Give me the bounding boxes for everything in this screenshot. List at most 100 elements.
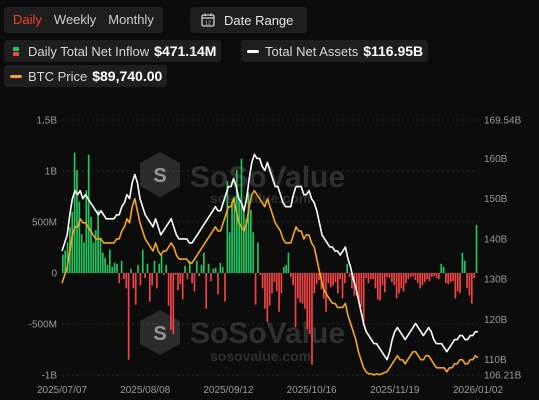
- inflow-bar[interactable]: [101, 252, 104, 273]
- total-net-assets-line[interactable]: [61, 153, 479, 361]
- inflow-bar[interactable]: [344, 273, 346, 284]
- inflow-bar[interactable]: [217, 273, 219, 295]
- inflow-bar[interactable]: [456, 273, 459, 292]
- inflow-bar[interactable]: [186, 273, 189, 280]
- inflow-bar[interactable]: [240, 158, 243, 273]
- inflow-bar[interactable]: [238, 199, 240, 273]
- inflow-bar[interactable]: [423, 273, 426, 283]
- inflow-bar[interactable]: [203, 252, 205, 273]
- inflow-bar[interactable]: [139, 273, 142, 286]
- inflow-bar[interactable]: [285, 264, 287, 273]
- inflow-bar[interactable]: [428, 273, 431, 282]
- inflow-bar[interactable]: [219, 262, 222, 273]
- inflow-bar[interactable]: [148, 273, 151, 302]
- inflow-bar[interactable]: [278, 273, 280, 312]
- inflow-bar[interactable]: [205, 273, 208, 309]
- inflow-bar[interactable]: [188, 260, 191, 273]
- inflow-bar[interactable]: [191, 273, 193, 284]
- inflow-bar[interactable]: [318, 273, 320, 281]
- inflow-bar[interactable]: [468, 273, 471, 296]
- inflow-bar[interactable]: [111, 266, 114, 273]
- inflow-bar[interactable]: [416, 273, 419, 284]
- inflow-bar[interactable]: [259, 273, 262, 276]
- inflow-bar[interactable]: [76, 169, 78, 273]
- inflow-bar[interactable]: [346, 263, 349, 273]
- inflow-bar[interactable]: [271, 273, 273, 294]
- inflow-bar[interactable]: [438, 273, 440, 280]
- inflow-bar[interactable]: [301, 273, 304, 304]
- inflow-bar[interactable]: [405, 273, 407, 284]
- inflow-bar[interactable]: [172, 273, 175, 335]
- inflow-bar[interactable]: [97, 209, 99, 273]
- inflow-bar[interactable]: [87, 154, 90, 273]
- inflow-bar[interactable]: [224, 273, 226, 302]
- inflow-bar[interactable]: [233, 196, 236, 274]
- inflow-bar[interactable]: [94, 230, 97, 273]
- inflow-bar[interactable]: [355, 273, 358, 297]
- inflow-bar[interactable]: [386, 273, 389, 278]
- inflow-bar[interactable]: [388, 273, 391, 279]
- inflow-bar[interactable]: [398, 273, 400, 294]
- inflow-bar[interactable]: [207, 263, 210, 273]
- inflow-bar[interactable]: [125, 273, 128, 289]
- inflow-bar[interactable]: [193, 273, 196, 292]
- inflow-bar[interactable]: [383, 273, 386, 293]
- inflow-bar[interactable]: [221, 266, 224, 273]
- inflow-bar[interactable]: [247, 192, 250, 273]
- inflow-bar[interactable]: [177, 273, 179, 291]
- inflow-bar[interactable]: [292, 273, 295, 286]
- inflow-bar[interactable]: [268, 273, 271, 306]
- inflow-bar[interactable]: [181, 273, 184, 300]
- inflow-bar[interactable]: [369, 273, 372, 280]
- inflow-bar[interactable]: [449, 273, 452, 283]
- inflow-bar[interactable]: [348, 273, 351, 278]
- inflow-bar[interactable]: [109, 249, 111, 273]
- inflow-bar[interactable]: [123, 273, 125, 280]
- inflow-bar[interactable]: [299, 273, 302, 303]
- inflow-bar[interactable]: [73, 152, 76, 273]
- inflow-bar[interactable]: [160, 254, 163, 273]
- inflow-bar[interactable]: [170, 273, 172, 331]
- inflow-bar[interactable]: [454, 273, 457, 299]
- inflow-bar[interactable]: [360, 273, 363, 307]
- legend-price[interactable]: BTC Price $89,740.00: [4, 65, 168, 87]
- inflow-bar[interactable]: [163, 273, 165, 276]
- inflow-bar[interactable]: [452, 273, 454, 282]
- inflow-bar[interactable]: [80, 234, 83, 273]
- inflow-bar[interactable]: [83, 242, 85, 273]
- inflow-bar[interactable]: [214, 267, 217, 273]
- inflow-bar[interactable]: [339, 273, 342, 280]
- inflow-bar[interactable]: [179, 273, 182, 285]
- inflow-bar[interactable]: [421, 273, 424, 286]
- inflow-bar[interactable]: [261, 273, 264, 289]
- inflow-bar[interactable]: [153, 260, 156, 273]
- inflow-bar[interactable]: [156, 273, 158, 289]
- inflow-bar[interactable]: [376, 273, 379, 300]
- inflow-bar[interactable]: [64, 250, 67, 273]
- inflow-bar[interactable]: [440, 263, 443, 273]
- inflow-bar[interactable]: [113, 262, 116, 273]
- inflow-bar[interactable]: [322, 273, 325, 299]
- inflow-bar[interactable]: [257, 242, 259, 273]
- inflow-bar[interactable]: [282, 266, 285, 273]
- inflow-bar[interactable]: [414, 273, 417, 281]
- inflow-bar[interactable]: [435, 273, 438, 279]
- inflow-bar[interactable]: [151, 273, 153, 286]
- inflow-bar[interactable]: [412, 273, 414, 277]
- legend-assets[interactable]: Total Net Assets $116.95B: [241, 40, 429, 62]
- date-range-button[interactable]: 12 Date Range: [190, 7, 307, 33]
- inflow-bar[interactable]: [99, 237, 102, 273]
- inflow-bar[interactable]: [254, 273, 257, 305]
- inflow-bar[interactable]: [120, 260, 123, 273]
- inflow-bar[interactable]: [306, 273, 309, 330]
- inflow-bar[interactable]: [381, 273, 384, 286]
- inflow-bar[interactable]: [400, 273, 403, 289]
- inflow-bar[interactable]: [341, 273, 344, 299]
- inflow-bar[interactable]: [351, 273, 353, 289]
- inflow-bar[interactable]: [447, 273, 450, 285]
- inflow-bar[interactable]: [118, 273, 121, 284]
- inflow-bar[interactable]: [134, 273, 137, 305]
- inflow-bar[interactable]: [250, 209, 252, 273]
- inflow-bar[interactable]: [365, 273, 367, 279]
- inflow-bar[interactable]: [362, 273, 365, 327]
